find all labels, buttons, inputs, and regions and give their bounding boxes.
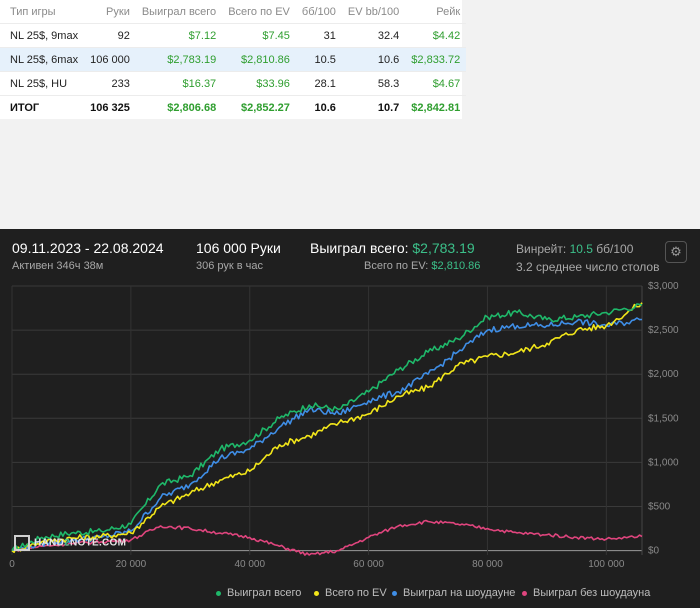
table-row[interactable]: NL 25$, 9max 92 $7.12 $7.45 31 32.4 $4.4… xyxy=(0,23,467,48)
winrate-label: Винрейт: xyxy=(516,242,567,256)
hand2note-logo: HAND2NOTE.COM xyxy=(14,535,126,551)
y-tick-label: $0 xyxy=(648,546,660,557)
cell-won: $2,783.19 xyxy=(135,47,223,72)
logo-mark-icon xyxy=(14,535,30,551)
y-tick-label: $2,000 xyxy=(648,369,679,380)
ev-total-value: $2,810.86 xyxy=(431,260,481,272)
stats-table: Тип игры Руки Выиграл всего Всего по EV … xyxy=(0,0,467,119)
cell-game: NL 25$, HU xyxy=(0,71,85,96)
table-total-row: ИТОГ 106 325 $2,806.68 $2,852.27 10.6 10… xyxy=(0,95,467,119)
cell-ev: $2,810.86 xyxy=(222,47,296,72)
gear-icon[interactable]: ⚙ xyxy=(665,241,687,263)
cell-won: $7.12 xyxy=(135,23,223,48)
series-ev-line xyxy=(11,302,643,554)
y-tick-label: $3,000 xyxy=(648,281,679,292)
legend-item-total[interactable]: Выиграл всего xyxy=(216,587,301,599)
col-hands[interactable]: Руки xyxy=(106,5,130,18)
active-time: Активен 346ч 38м xyxy=(12,260,104,272)
winrate-unit: бб/100 xyxy=(596,242,634,256)
cell-game: NL 25$, 9max xyxy=(0,23,85,48)
cell-hands: 233 xyxy=(84,71,136,96)
legend-dot-icon xyxy=(216,590,221,596)
winrate-value: 10.5 xyxy=(569,242,593,256)
table-row[interactable]: NL 25$, 6max 106 000 $2,783.19 $2,810.86… xyxy=(0,47,467,72)
cell-ev: $33.96 xyxy=(222,71,296,96)
series-showdown-line xyxy=(11,317,643,552)
cell-won: $16.37 xyxy=(135,71,223,96)
col-won[interactable]: Выиграл всего xyxy=(141,5,217,18)
x-tick-label: 0 xyxy=(9,559,15,570)
legend-item-non-showdown[interactable]: Выиграл без шоудауна xyxy=(522,587,650,599)
cell-won: $2,806.68 xyxy=(135,95,223,119)
table-header-row: Тип игры Руки Выиграл всего Всего по EV … xyxy=(0,0,466,24)
x-tick-label: 40 000 xyxy=(234,559,265,570)
cell-ev: $7.45 xyxy=(222,23,296,48)
col-bb100[interactable]: бб/100 xyxy=(301,5,336,18)
legend-item-ev[interactable]: Всего по EV xyxy=(314,587,387,599)
x-tick-label: 80 000 xyxy=(472,559,503,570)
cell-ev-bb100: 58.3 xyxy=(341,71,406,96)
cell-rake: $4.42 xyxy=(405,23,467,48)
won-total-value: $2,783.19 xyxy=(412,240,475,256)
y-tick-label: $2,500 xyxy=(648,325,679,336)
graph-panel: 09.11.2023 - 22.08.2024 Активен 346ч 38м… xyxy=(0,229,700,608)
cell-game: NL 25$, 6max xyxy=(0,47,85,72)
series-total-line xyxy=(11,303,643,552)
grid xyxy=(11,285,643,555)
winrate: Винрейт: 10.5 бб/100 xyxy=(516,242,633,256)
won-total: Выиграл всего: $2,783.19 xyxy=(310,240,475,256)
cell-rake: $2,842.81 xyxy=(405,95,467,119)
legend-item-showdown[interactable]: Выиграл на шоудауне xyxy=(392,587,515,599)
legend-dot-icon xyxy=(392,590,397,596)
col-game-type[interactable]: Тип игры xyxy=(10,5,56,18)
cell-bb100: 28.1 xyxy=(295,71,342,96)
cell-ev: $2,852.27 xyxy=(222,95,296,119)
x-tick-label: 100 000 xyxy=(588,559,625,570)
cell-hands: 92 xyxy=(84,23,136,48)
x-tick-label: 60 000 xyxy=(353,559,384,570)
cell-bb100: 10.6 xyxy=(295,95,342,119)
x-axis: 0 20 000 40 000 60 000 80 000 100 000 xyxy=(9,559,625,570)
avg-tables: 3.2 среднее число столов xyxy=(516,260,660,274)
won-total-label: Выиграл всего: xyxy=(310,240,409,256)
series-lines xyxy=(11,302,643,556)
cell-ev-bb100: 10.7 xyxy=(341,95,406,119)
cell-hands: 106 000 xyxy=(84,47,136,72)
date-range: 09.11.2023 - 22.08.2024 xyxy=(12,240,164,256)
y-tick-label: $500 xyxy=(648,501,671,512)
col-ev-bb100[interactable]: EV bb/100 xyxy=(347,5,400,18)
cell-game: ИТОГ xyxy=(0,95,85,119)
ev-total: Всего по EV: $2,810.86 xyxy=(364,260,480,272)
y-axis: $0 $500 $1,000 $1,500 $2,000 $2,500 $3,000 xyxy=(648,281,679,557)
cell-rake: $2,833.72 xyxy=(405,47,467,72)
cell-bb100: 31 xyxy=(295,23,342,48)
hands-count: 106 000 Руки xyxy=(196,240,281,256)
cell-bb100: 10.5 xyxy=(295,47,342,72)
cell-ev-bb100: 10.6 xyxy=(341,47,406,72)
y-tick-label: $1,500 xyxy=(648,413,679,424)
cell-ev-bb100: 32.4 xyxy=(341,23,406,48)
ev-total-label: Всего по EV: xyxy=(364,260,429,272)
y-tick-label: $1,000 xyxy=(648,457,679,468)
series-non-showdown-line xyxy=(11,519,643,556)
bankroll-chart: $0 $500 $1,000 $1,500 $2,000 $2,500 $3,000 0 20… xyxy=(9,281,679,570)
legend-dot-icon xyxy=(314,590,319,596)
hands-rate: 306 рук в час xyxy=(196,260,264,272)
cell-rake: $4.67 xyxy=(405,71,467,96)
x-tick-label: 20 000 xyxy=(116,559,147,570)
legend-dot-icon xyxy=(522,590,527,596)
col-rake[interactable]: Рейк xyxy=(436,5,461,18)
table-row[interactable]: NL 25$, HU 233 $16.37 $33.96 28.1 58.3 $… xyxy=(0,71,467,96)
col-ev[interactable]: Всего по EV xyxy=(228,5,290,18)
cell-hands: 106 325 xyxy=(84,95,136,119)
